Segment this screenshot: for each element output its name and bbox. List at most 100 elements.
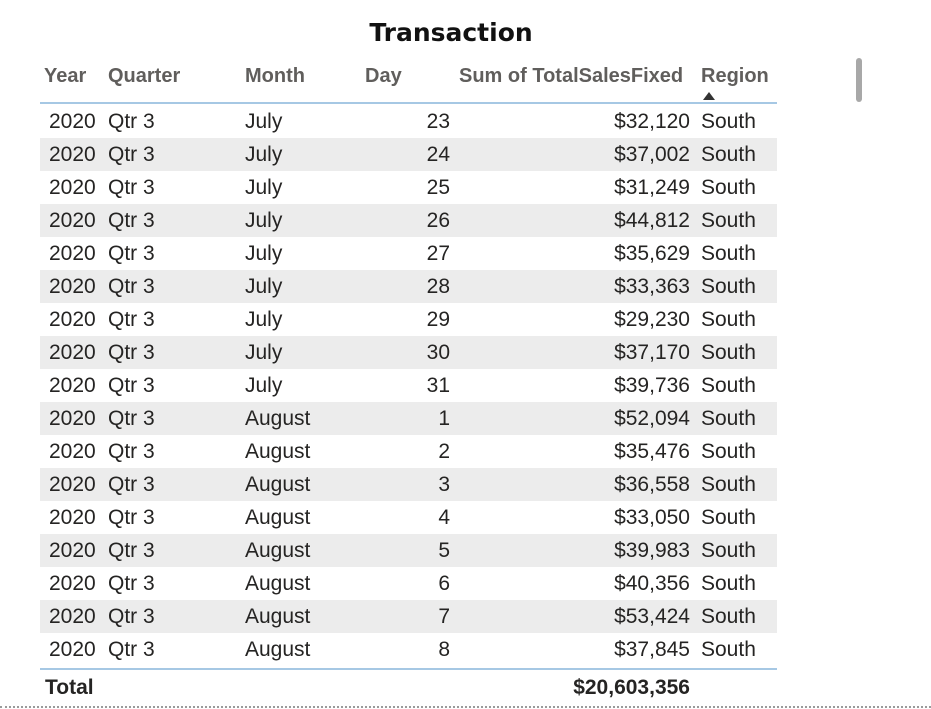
header-divider — [40, 102, 777, 104]
column-header-sum[interactable]: Sum of TotalSalesFixed — [459, 65, 684, 87]
table-row[interactable]: 2020 Qtr 3 August 6 $40,356 South — [40, 567, 777, 600]
table-row[interactable]: 2020 Qtr 3 July 26 $44,812 South — [40, 204, 777, 237]
column-header-month[interactable]: Month — [245, 65, 305, 87]
visual-border — [0, 706, 931, 708]
table-row[interactable]: 2020 Qtr 3 August 7 $53,424 South — [40, 600, 777, 633]
table-row[interactable]: 2020 Qtr 3 August 5 $39,983 South — [40, 534, 777, 567]
cell-region: South — [701, 275, 756, 298]
cell-sum: $32,120 — [614, 110, 690, 133]
cell-day: 31 — [426, 374, 450, 397]
cell-day: 6 — [438, 572, 450, 595]
cell-day: 8 — [438, 638, 450, 661]
table-row[interactable]: 2020 Qtr 3 August 3 $36,558 South — [40, 468, 777, 501]
cell-region: South — [701, 176, 756, 199]
cell-year: 2020 — [49, 572, 96, 595]
table-row[interactable]: 2020 Qtr 3 August 4 $33,050 South — [40, 501, 777, 534]
cell-sum: $40,356 — [614, 572, 690, 595]
table-row[interactable]: 2020 Qtr 3 July 23 $32,120 South — [40, 105, 777, 138]
cell-sum: $29,230 — [614, 308, 690, 331]
cell-region: South — [701, 242, 756, 265]
cell-sum: $39,736 — [614, 374, 690, 397]
cell-month: July — [245, 275, 283, 298]
cell-year: 2020 — [49, 374, 96, 397]
table-row[interactable]: 2020 Qtr 3 August 2 $35,476 South — [40, 435, 777, 468]
cell-month: August — [245, 539, 311, 562]
cell-quarter: Qtr 3 — [108, 341, 155, 364]
table-row[interactable]: 2020 Qtr 3 July 29 $29,230 South — [40, 303, 777, 336]
column-header-region[interactable]: Region — [701, 65, 769, 87]
cell-region: South — [701, 638, 756, 661]
cell-quarter: Qtr 3 — [108, 473, 155, 496]
cell-region: South — [701, 605, 756, 628]
cell-region: South — [701, 374, 756, 397]
column-header-day[interactable]: Day — [365, 65, 402, 87]
cell-day: 26 — [426, 209, 450, 232]
cell-year: 2020 — [49, 110, 96, 133]
cell-year: 2020 — [49, 209, 96, 232]
cell-month: July — [245, 209, 283, 232]
table-row[interactable]: 2020 Qtr 3 July 30 $37,170 South — [40, 336, 777, 369]
cell-day: 28 — [426, 275, 450, 298]
cell-year: 2020 — [49, 440, 96, 463]
table-row[interactable]: 2020 Qtr 3 August 8 $37,845 South — [40, 633, 777, 666]
cell-region: South — [701, 341, 756, 364]
cell-year: 2020 — [49, 539, 96, 562]
table-row[interactable]: 2020 Qtr 3 July 25 $31,249 South — [40, 171, 777, 204]
cell-quarter: Qtr 3 — [108, 506, 155, 529]
column-header-quarter[interactable]: Quarter — [108, 65, 181, 87]
table-row[interactable]: 2020 Qtr 3 August 1 $52,094 South — [40, 402, 777, 435]
cell-sum: $36,558 — [614, 473, 690, 496]
cell-year: 2020 — [49, 605, 96, 628]
table-row[interactable]: 2020 Qtr 3 July 27 $35,629 South — [40, 237, 777, 270]
cell-quarter: Qtr 3 — [108, 110, 155, 133]
cell-sum: $52,094 — [614, 407, 690, 430]
sort-ascending-icon — [703, 92, 715, 100]
cell-quarter: Qtr 3 — [108, 176, 155, 199]
cell-sum: $33,363 — [614, 275, 690, 298]
vertical-scrollbar-thumb[interactable] — [856, 58, 862, 102]
cell-quarter: Qtr 3 — [108, 374, 155, 397]
cell-quarter: Qtr 3 — [108, 638, 155, 661]
cell-year: 2020 — [49, 473, 96, 496]
cell-month: July — [245, 308, 283, 331]
cell-sum: $53,424 — [614, 605, 690, 628]
cell-month: July — [245, 374, 283, 397]
table-row[interactable]: 2020 Qtr 3 July 24 $37,002 South — [40, 138, 777, 171]
cell-quarter: Qtr 3 — [108, 209, 155, 232]
cell-year: 2020 — [49, 176, 96, 199]
cell-month: August — [245, 407, 311, 430]
cell-sum: $44,812 — [614, 209, 690, 232]
cell-day: 3 — [438, 473, 450, 496]
cell-day: 1 — [438, 407, 450, 430]
cell-day: 2 — [438, 440, 450, 463]
cell-region: South — [701, 506, 756, 529]
cell-year: 2020 — [49, 341, 96, 364]
cell-quarter: Qtr 3 — [108, 143, 155, 166]
cell-month: August — [245, 440, 311, 463]
table-body: 2020 Qtr 3 July 23 $32,120 South 2020 Qtr 3 July… — [40, 105, 777, 666]
cell-sum: $37,845 — [614, 638, 690, 661]
cell-region: South — [701, 572, 756, 595]
column-header-year[interactable]: Year — [44, 65, 87, 87]
cell-day: 23 — [426, 110, 450, 133]
cell-year: 2020 — [49, 242, 96, 265]
cell-quarter: Qtr 3 — [108, 407, 155, 430]
cell-day: 30 — [426, 341, 450, 364]
table-row[interactable]: 2020 Qtr 3 July 28 $33,363 South — [40, 270, 777, 303]
cell-month: July — [245, 176, 283, 199]
cell-year: 2020 — [49, 506, 96, 529]
cell-month: August — [245, 605, 311, 628]
total-divider — [40, 668, 777, 670]
cell-month: July — [245, 110, 283, 133]
cell-month: August — [245, 506, 311, 529]
cell-month: July — [245, 341, 283, 364]
cell-quarter: Qtr 3 — [108, 605, 155, 628]
cell-day: 7 — [438, 605, 450, 628]
cell-month: August — [245, 473, 311, 496]
visual-title: Transaction — [369, 18, 533, 47]
cell-day: 24 — [426, 143, 450, 166]
table-row[interactable]: 2020 Qtr 3 July 31 $39,736 South — [40, 369, 777, 402]
cell-day: 25 — [426, 176, 450, 199]
cell-quarter: Qtr 3 — [108, 275, 155, 298]
total-value: $20,603,356 — [573, 676, 690, 699]
